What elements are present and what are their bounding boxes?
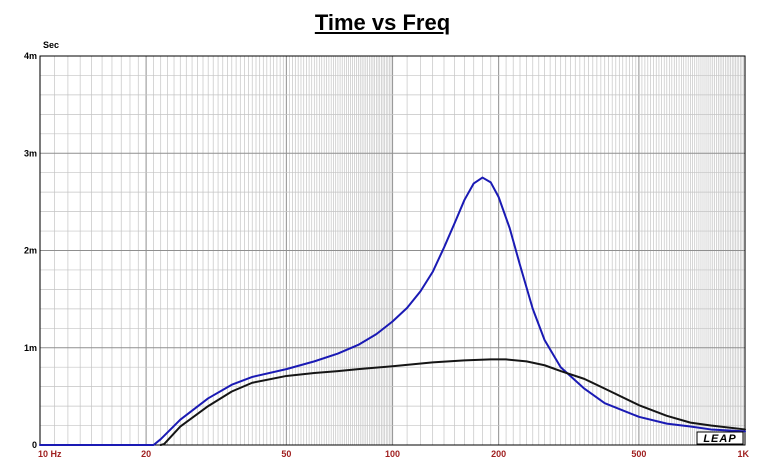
x-tick-label: 1K [737, 449, 749, 459]
series-line-2 [159, 358, 746, 446]
series-line-1 [39, 176, 746, 446]
x-tick-label: 100 [385, 449, 400, 459]
x-tick-label: 500 [631, 449, 646, 459]
x-tick-label: 20 [141, 449, 151, 459]
grid-layer [39, 55, 746, 446]
series-layer [39, 176, 746, 446]
chart-title: Time vs Freq [314, 10, 451, 35]
y-tick-label: 1m [24, 343, 37, 353]
y-tick-label: 2m [24, 246, 37, 256]
leap-logo: LEAP [696, 431, 744, 445]
x-tick-label: 200 [491, 449, 506, 459]
y-tick-label: 4m [24, 51, 37, 61]
y-axis-unit-label: Sec [43, 40, 59, 50]
tick-labels: 0 1m 2m 3m 4m 10 Hz 20 50 100 200 500 1K [24, 51, 750, 459]
leap-logo-text: LEAP [703, 433, 736, 445]
x-tick-label: 50 [281, 449, 291, 459]
plot-border [39, 55, 746, 446]
y-tick-label: 0 [32, 440, 37, 450]
y-tick-label: 3m [24, 148, 37, 158]
x-tick-label: 10 Hz [38, 449, 62, 459]
plot-frame [39, 55, 746, 446]
